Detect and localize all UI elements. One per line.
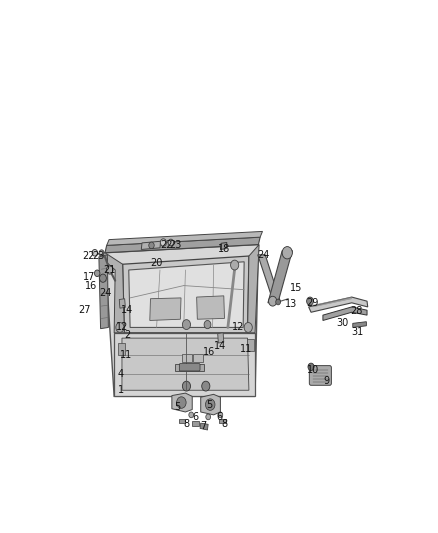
Polygon shape	[141, 241, 161, 249]
Text: 28: 28	[351, 306, 363, 316]
Circle shape	[99, 274, 106, 282]
Circle shape	[308, 363, 314, 370]
Text: 12: 12	[116, 322, 128, 333]
Polygon shape	[119, 298, 125, 308]
Text: 7: 7	[200, 422, 207, 431]
Circle shape	[268, 296, 277, 306]
Circle shape	[177, 397, 186, 408]
Text: 6: 6	[193, 412, 199, 422]
Polygon shape	[150, 298, 181, 320]
Text: 14: 14	[214, 341, 226, 351]
Text: 2: 2	[124, 330, 131, 340]
Text: 20: 20	[150, 258, 163, 268]
Text: 8: 8	[184, 419, 190, 429]
Text: 27: 27	[78, 305, 91, 315]
Text: 22: 22	[82, 251, 94, 261]
Polygon shape	[114, 333, 255, 397]
Text: 18: 18	[218, 245, 230, 254]
Circle shape	[202, 381, 210, 391]
Circle shape	[99, 250, 104, 256]
Circle shape	[206, 414, 211, 420]
Text: 31: 31	[351, 327, 364, 336]
Polygon shape	[107, 231, 262, 245]
Text: 10: 10	[307, 365, 320, 375]
Text: 15: 15	[290, 284, 302, 294]
Circle shape	[244, 322, 252, 333]
Polygon shape	[123, 256, 249, 333]
Polygon shape	[200, 423, 208, 430]
Polygon shape	[323, 307, 367, 320]
Circle shape	[168, 239, 173, 246]
FancyBboxPatch shape	[309, 366, 332, 385]
Polygon shape	[218, 333, 224, 343]
Text: 11: 11	[240, 344, 253, 354]
Circle shape	[106, 266, 113, 274]
Circle shape	[160, 239, 166, 246]
Circle shape	[205, 399, 215, 410]
Text: 29: 29	[306, 298, 318, 308]
FancyBboxPatch shape	[179, 364, 200, 371]
Text: 24: 24	[257, 250, 270, 260]
Polygon shape	[129, 262, 244, 327]
Text: 4: 4	[118, 369, 124, 379]
Bar	[192, 422, 199, 425]
Polygon shape	[197, 296, 224, 319]
Circle shape	[204, 320, 211, 329]
Polygon shape	[122, 338, 249, 390]
Polygon shape	[172, 393, 192, 412]
Circle shape	[182, 320, 191, 329]
Polygon shape	[175, 364, 204, 370]
Bar	[247, 339, 254, 351]
Text: 24: 24	[99, 288, 111, 298]
Text: 23: 23	[169, 240, 181, 251]
Polygon shape	[201, 394, 220, 415]
Circle shape	[307, 297, 314, 305]
Text: 9: 9	[323, 376, 329, 386]
Circle shape	[92, 249, 98, 256]
Circle shape	[282, 247, 293, 259]
Polygon shape	[247, 245, 259, 333]
Circle shape	[95, 270, 100, 277]
Polygon shape	[258, 255, 280, 303]
Bar	[193, 354, 203, 361]
Polygon shape	[353, 322, 366, 327]
Text: 12: 12	[232, 322, 244, 333]
Text: 30: 30	[336, 318, 349, 328]
Circle shape	[230, 260, 239, 270]
Text: 17: 17	[82, 272, 95, 282]
Bar	[179, 419, 185, 424]
Text: 16: 16	[203, 347, 215, 357]
Text: 8: 8	[222, 419, 227, 429]
Text: 16: 16	[85, 280, 98, 290]
Circle shape	[189, 412, 194, 418]
Text: 6: 6	[216, 412, 223, 422]
Polygon shape	[220, 243, 227, 249]
Bar	[182, 354, 191, 361]
Polygon shape	[98, 253, 124, 333]
Circle shape	[218, 412, 223, 418]
Polygon shape	[105, 237, 260, 253]
Text: 21: 21	[103, 265, 115, 275]
Text: 11: 11	[120, 350, 132, 360]
Polygon shape	[99, 255, 108, 329]
Text: 13: 13	[285, 299, 297, 309]
Bar	[117, 343, 125, 356]
Circle shape	[116, 322, 124, 333]
Text: 5: 5	[174, 402, 180, 411]
Circle shape	[182, 381, 191, 391]
Circle shape	[149, 242, 154, 248]
Polygon shape	[309, 297, 368, 312]
Text: 22: 22	[160, 240, 172, 251]
Text: 23: 23	[92, 251, 104, 261]
Text: 14: 14	[120, 305, 133, 315]
Text: 5: 5	[206, 400, 212, 410]
Text: 1: 1	[118, 385, 124, 395]
Circle shape	[276, 299, 280, 305]
Polygon shape	[105, 245, 258, 397]
Bar	[219, 419, 226, 424]
Polygon shape	[268, 251, 293, 303]
